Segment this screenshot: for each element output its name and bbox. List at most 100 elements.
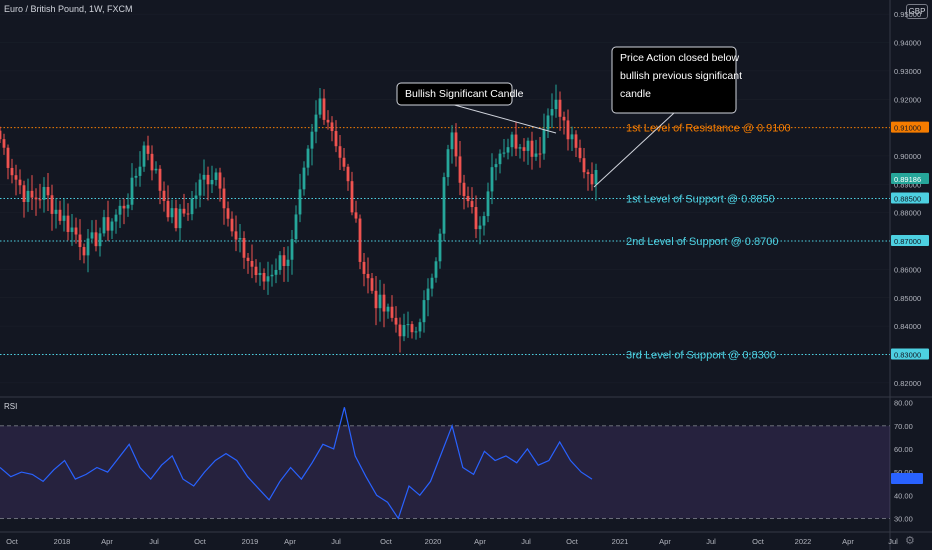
candle-body — [438, 233, 442, 262]
level-axis-label: 0.87000 — [894, 237, 921, 246]
candle-body — [402, 325, 406, 337]
price-action-note-text: Price Action closed below — [620, 52, 739, 64]
candle-body — [534, 153, 538, 157]
candle-body — [338, 146, 342, 158]
candle-body — [386, 306, 390, 312]
candle-body — [230, 218, 234, 232]
candle-body — [462, 182, 466, 197]
time-tick-label: Apr — [659, 537, 671, 546]
gear-icon[interactable]: ⚙ — [905, 535, 915, 547]
level-label-support_1: 1st Level of Support @ 0.8850 — [626, 194, 775, 206]
candle-body — [126, 204, 130, 209]
candle-body — [146, 145, 150, 154]
candle-body — [314, 114, 318, 132]
candle-body — [206, 174, 210, 185]
candle-body — [82, 247, 86, 256]
candle-body — [274, 269, 278, 275]
candle-body — [278, 255, 282, 270]
rsi-tick-label: 80.00 — [894, 399, 913, 408]
candle-body — [502, 152, 506, 154]
candle-body — [406, 324, 410, 326]
candle-body — [430, 277, 434, 289]
time-tick-label: 2018 — [54, 537, 71, 546]
bullish-significant-candle-pointer — [454, 104, 557, 134]
time-tick-label: 2019 — [242, 537, 259, 546]
time-tick-label: Apr — [284, 537, 296, 546]
level-axis-label: 0.91000 — [894, 124, 921, 133]
candle-body — [458, 156, 462, 183]
price-action-note-text: candle — [620, 88, 651, 100]
level-label-support_2: 2nd Level of Support @ 0.8700 — [626, 236, 778, 248]
candle-body — [358, 218, 362, 262]
candle-body — [550, 109, 554, 116]
price-action-note-text: bullish previous significant — [620, 70, 742, 82]
candle-body — [90, 232, 94, 239]
candle-body — [326, 119, 330, 123]
candle-body — [254, 266, 258, 276]
candle-body — [262, 272, 266, 282]
candle-body — [150, 153, 154, 171]
time-tick-label: 2020 — [425, 537, 442, 546]
candle-body — [594, 170, 598, 185]
candle-body — [50, 195, 54, 214]
candle-body — [138, 166, 142, 176]
rsi-value-badge — [891, 473, 923, 485]
candle-body — [86, 238, 90, 256]
candle-body — [6, 147, 10, 168]
candle-body — [74, 227, 78, 235]
candles — [0, 84, 598, 353]
candle-body — [334, 131, 338, 147]
price-tick-label: 0.88000 — [894, 209, 921, 218]
candle-body — [398, 324, 402, 337]
candle-body — [106, 217, 110, 231]
candle-body — [574, 134, 578, 148]
rsi-tick-label: 50.00 — [894, 468, 913, 477]
price-tick-label: 0.85000 — [894, 294, 921, 303]
price-tick-label: 0.92000 — [894, 95, 921, 104]
price-tick-label: 0.95000 — [894, 10, 921, 19]
time-tick-label: Oct — [194, 537, 207, 546]
candle-body — [162, 190, 166, 201]
candle-body — [170, 208, 174, 218]
current-price-label: 0.89186 — [894, 175, 921, 184]
candle-body — [298, 189, 302, 215]
rsi-band — [0, 425, 890, 519]
time-tick-label: Jul — [706, 537, 716, 546]
candle-body — [62, 215, 66, 221]
candle-body — [434, 261, 438, 278]
currency-badge[interactable]: GBP — [906, 4, 928, 19]
candle-body — [394, 317, 398, 325]
candle-body — [510, 134, 514, 148]
candle-body — [506, 147, 510, 153]
time-tick-label: Oct — [380, 537, 393, 546]
candle-body — [46, 186, 50, 196]
candle-body — [54, 209, 58, 214]
candle-body — [450, 132, 454, 150]
candle-body — [158, 168, 162, 191]
bullish-significant-candle-box — [396, 82, 513, 106]
time-tick-label: Oct — [566, 537, 579, 546]
time-tick-label: Oct — [6, 537, 19, 546]
candle-body — [202, 174, 206, 180]
candle-body — [446, 149, 450, 178]
rsi-tick-label: 30.00 — [894, 514, 913, 523]
annotations: Bullish Significant Candle Price Action c… — [396, 46, 742, 188]
price-axis: 0.95000 0.94000 0.93000 0.92000 0.91000 0.900… — [891, 10, 929, 523]
rsi-pane-label: RSI — [4, 402, 18, 411]
candle-body — [58, 209, 62, 221]
candle-body — [342, 157, 346, 167]
price-tick-label: 0.94000 — [894, 39, 921, 48]
candle-body — [530, 140, 534, 157]
candle-body — [102, 217, 106, 234]
candle-body — [42, 186, 46, 200]
price-tick-label: 0.93000 — [894, 67, 921, 76]
time-tick-label: Jul — [149, 537, 159, 546]
candle-body — [286, 259, 290, 266]
candle-body — [210, 179, 214, 185]
candle-body — [198, 179, 202, 196]
candle-body — [214, 172, 218, 180]
candle-body — [26, 190, 30, 202]
level-lines: 1st Level of Resistance @ 0.9100 1st Leve… — [0, 123, 890, 361]
candle-body — [474, 207, 478, 230]
